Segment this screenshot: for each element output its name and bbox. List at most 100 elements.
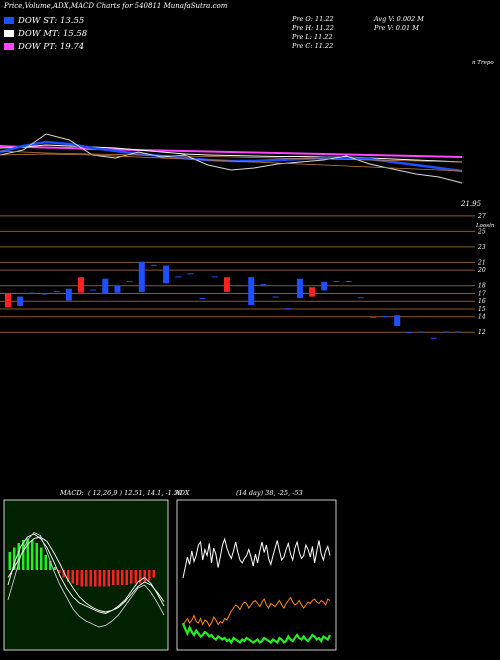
macd-line — [7, 536, 165, 613]
macd-histogram-bar — [121, 570, 124, 585]
macd-histogram-bar — [125, 570, 128, 585]
candle — [406, 332, 413, 334]
last-price-label: 21.95 — [461, 200, 482, 208]
ohlc-high: Pre H: 11.22 — [292, 24, 334, 32]
candle — [394, 315, 401, 327]
candle — [5, 293, 11, 308]
candle — [260, 284, 267, 286]
candle — [442, 331, 449, 333]
volume-info: Avg V: 0.002 M Pre V: 0.01 M — [374, 15, 424, 33]
macd-histogram-bar — [13, 547, 16, 570]
candle — [357, 297, 364, 299]
candle — [236, 284, 243, 286]
price-tick-label: 12 — [478, 329, 486, 336]
price-tick-label: 23 — [477, 244, 486, 251]
candle — [65, 288, 72, 301]
price-tick-label: 25 — [477, 228, 486, 235]
macd-histogram-bar — [107, 570, 110, 587]
macd-histogram-bar — [112, 570, 115, 585]
macd-histogram-bar — [31, 540, 34, 570]
prev-volume: Pre V: 0.01 M — [374, 24, 419, 32]
price-tick-label: 21 — [477, 259, 486, 266]
candle — [102, 278, 109, 294]
adx-series-line — [182, 596, 331, 627]
candle — [17, 296, 24, 306]
macd-histogram-bar — [17, 543, 20, 570]
candle — [114, 285, 121, 293]
chart-title: Price,Volume,ADX,MACD Charts for 540811 … — [4, 2, 228, 10]
candle — [90, 289, 97, 291]
price-tick-label: 20 — [477, 267, 486, 274]
candle — [126, 281, 133, 283]
macd-histogram-bar — [44, 555, 47, 570]
legend-item-dow-st: DOW ST: 13.55 — [4, 14, 87, 27]
candle — [77, 277, 84, 293]
macd-histogram-bar — [58, 570, 61, 573]
macd-histogram-bar — [67, 570, 70, 582]
legend-item-dow-pt: DOW PT: 19.74 — [4, 40, 87, 53]
macd-histogram-bar — [40, 547, 43, 570]
candle — [199, 298, 206, 300]
candle — [284, 308, 291, 310]
legend-label-dow-mt: DOW MT: 15.58 — [18, 28, 88, 39]
ohlc-info: Pre O: 11.22 Pre H: 11.22 Pre L: 11.22 P… — [292, 15, 334, 51]
macd-histogram-bar — [49, 561, 52, 570]
average-band-line — [0, 153, 463, 172]
macd-histogram-bar — [148, 570, 151, 581]
macd-histogram-bar — [53, 567, 56, 570]
price-tick-label: 14 — [478, 314, 486, 321]
adx-series-line — [181, 622, 331, 645]
candle — [272, 296, 279, 298]
adx-label: ADX — [175, 489, 190, 497]
legend-label-dow-st: DOW ST: 13.55 — [18, 15, 85, 26]
average-band-line — [0, 150, 463, 163]
macd-histogram-bar — [22, 540, 25, 570]
macd-histogram-bar — [62, 570, 65, 578]
macd-histogram-bar — [26, 538, 29, 570]
candle — [369, 316, 376, 318]
price-tick-label: 15 — [478, 306, 486, 313]
candle — [150, 264, 157, 266]
legend-swatch-dow-mt — [4, 30, 14, 37]
macd-histogram-bar — [103, 570, 106, 587]
macd-histogram-bar — [85, 570, 88, 587]
candle — [321, 281, 328, 291]
mid-right-label: Loosin — [476, 223, 495, 229]
legend-swatch-dow-st — [4, 17, 14, 24]
macd-histogram-bar — [98, 570, 101, 587]
candle — [163, 265, 170, 284]
candle — [53, 291, 60, 293]
price-tick-label: 17 — [478, 290, 486, 297]
macd-histogram-bar — [116, 570, 119, 585]
candle — [296, 278, 303, 299]
macd-histogram-bar — [130, 570, 133, 584]
candle — [309, 287, 316, 297]
price-tick-label: 27 — [477, 213, 486, 220]
price-series-line — [0, 145, 463, 158]
legend: DOW ST: 13.55 DOW MT: 15.58 DOW PT: 19.7… — [4, 14, 87, 53]
macd-histogram-bar — [94, 570, 97, 587]
ohlc-open: Pre O: 11.22 — [292, 15, 334, 23]
adx-panel — [176, 499, 337, 651]
macd-line — [7, 531, 165, 628]
candle — [382, 315, 389, 317]
macd-label: MACD: — [60, 489, 84, 497]
macd-histogram-bar — [76, 570, 79, 585]
adx-params: (14 day) 38, -25, -53 — [236, 489, 303, 497]
avg-volume: Avg V: 0.002 M — [374, 15, 424, 23]
ohlc-low: Pre L: 11.22 — [292, 33, 333, 41]
macd-histogram-bar — [71, 570, 74, 584]
macd-params: ( 12,26,9 ) 12.51, 14.1, -1.59 — [88, 489, 183, 497]
price-tick-label: 16 — [478, 298, 486, 305]
legend-label-dow-pt: DOW PT: 19.74 — [18, 41, 85, 52]
legend-swatch-dow-pt — [4, 43, 14, 50]
candle — [41, 293, 48, 295]
macd-histogram-bar — [8, 552, 11, 570]
candle — [223, 277, 230, 292]
macd-histogram-bar — [139, 570, 142, 584]
macd-histogram-bar — [134, 570, 137, 584]
price-tick-label: 18 — [478, 283, 486, 290]
